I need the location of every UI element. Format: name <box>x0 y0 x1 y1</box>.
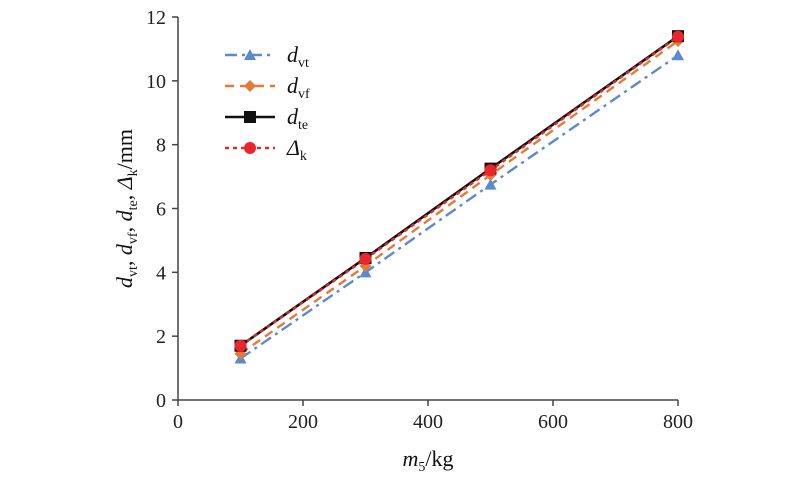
x-tick-label: 200 <box>288 411 318 433</box>
legend-label: dvt <box>287 42 309 71</box>
y-tick-label: 8 <box>156 135 166 157</box>
data-point-k <box>234 339 247 352</box>
legend-swatch-marker <box>244 80 256 92</box>
data-point-vt <box>672 49 684 61</box>
series-k <box>234 30 684 352</box>
legend-item-vt: dvt <box>225 42 309 71</box>
x-tick-label: 600 <box>538 411 568 433</box>
y-tick-label: 10 <box>146 71 166 93</box>
x-tick-label: 0 <box>173 411 183 433</box>
series-line-te <box>239 35 679 347</box>
tick-labels: 0 2 4 6 8 10 12 0 200 400 600 800 <box>146 7 693 433</box>
data-point-k <box>672 30 684 43</box>
series-line-vt <box>239 54 679 360</box>
x-axis-label: m5/kg <box>402 446 453 475</box>
x-tick-label: 400 <box>413 411 443 433</box>
data-point-k <box>359 252 372 265</box>
axes <box>172 16 679 406</box>
series-line-vf <box>239 39 679 355</box>
legend-label: dvf <box>287 73 310 102</box>
x-tick-label: 800 <box>663 411 693 433</box>
y-tick-label: 12 <box>146 7 166 29</box>
legend-item-te: dte <box>225 104 308 133</box>
y-axis-label: dvt, dvf, dte, Δk/mm <box>112 129 141 288</box>
axis-labels: m5/kg dvt, dvf, dte, Δk/mm <box>112 129 454 475</box>
y-tick-label: 2 <box>156 326 166 348</box>
legend-label: dte <box>287 104 308 133</box>
legend-item-k: Δk <box>225 135 307 164</box>
series-vf <box>234 34 684 360</box>
data-point-vt <box>484 178 497 190</box>
legend-swatch-marker <box>244 111 256 123</box>
y-tick-label: 6 <box>156 199 166 221</box>
series-group <box>234 30 684 364</box>
legend-label: Δk <box>286 135 307 164</box>
y-tick-label: 4 <box>156 262 166 284</box>
data-point-k <box>484 164 497 177</box>
legend-swatch-marker <box>244 142 256 154</box>
y-tick-label: 0 <box>156 390 166 412</box>
legend-swatch-marker <box>244 49 256 60</box>
legend-item-vf: dvf <box>225 73 310 102</box>
